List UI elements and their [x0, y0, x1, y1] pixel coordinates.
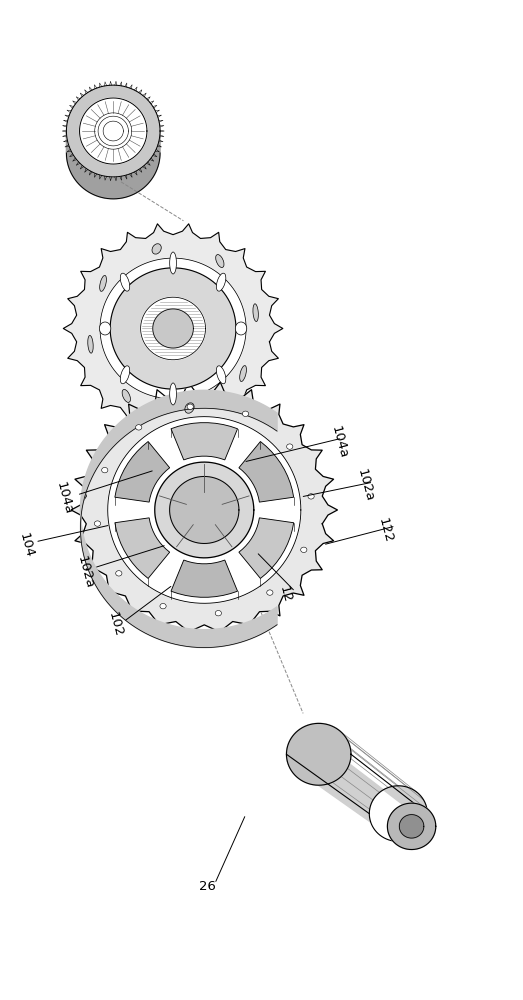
Ellipse shape: [100, 275, 107, 291]
Ellipse shape: [253, 304, 258, 322]
Ellipse shape: [169, 252, 176, 274]
Text: 102a: 102a: [74, 554, 95, 590]
Text: 104a: 104a: [53, 480, 75, 516]
Polygon shape: [171, 423, 237, 460]
Ellipse shape: [122, 389, 130, 402]
Polygon shape: [100, 258, 246, 399]
Text: 102a: 102a: [355, 467, 377, 503]
Polygon shape: [79, 98, 147, 164]
Ellipse shape: [160, 603, 166, 609]
Polygon shape: [66, 85, 160, 177]
Ellipse shape: [301, 547, 307, 553]
Polygon shape: [66, 131, 160, 199]
Polygon shape: [153, 309, 194, 348]
Ellipse shape: [242, 411, 248, 416]
Ellipse shape: [116, 571, 122, 576]
Polygon shape: [287, 723, 351, 785]
Polygon shape: [287, 723, 427, 822]
Text: 104a: 104a: [329, 424, 350, 460]
Polygon shape: [63, 224, 283, 433]
Ellipse shape: [169, 383, 176, 405]
Ellipse shape: [308, 494, 314, 499]
Ellipse shape: [217, 366, 226, 384]
Ellipse shape: [217, 273, 226, 291]
Polygon shape: [110, 268, 236, 389]
Ellipse shape: [101, 467, 108, 473]
Text: 102: 102: [106, 611, 124, 639]
Polygon shape: [115, 518, 169, 578]
Ellipse shape: [187, 404, 194, 409]
Ellipse shape: [120, 366, 130, 384]
Polygon shape: [71, 382, 337, 638]
Ellipse shape: [240, 366, 246, 382]
Polygon shape: [169, 476, 239, 543]
Text: 104: 104: [17, 531, 36, 559]
Ellipse shape: [120, 273, 130, 291]
Text: 26: 26: [199, 880, 216, 893]
Polygon shape: [155, 462, 254, 558]
Ellipse shape: [94, 521, 100, 526]
Ellipse shape: [99, 322, 111, 335]
Polygon shape: [400, 815, 424, 838]
Ellipse shape: [235, 322, 247, 335]
Polygon shape: [81, 390, 277, 648]
Polygon shape: [141, 297, 206, 360]
Ellipse shape: [135, 425, 142, 430]
Ellipse shape: [215, 610, 221, 616]
Text: 122: 122: [376, 516, 395, 544]
Ellipse shape: [88, 335, 93, 353]
Polygon shape: [115, 442, 169, 502]
Polygon shape: [388, 803, 436, 850]
Ellipse shape: [287, 444, 293, 449]
Polygon shape: [171, 560, 237, 597]
Ellipse shape: [185, 403, 194, 413]
Ellipse shape: [152, 244, 161, 254]
Text: 12: 12: [277, 585, 294, 605]
Polygon shape: [239, 518, 294, 578]
Polygon shape: [239, 442, 294, 502]
Ellipse shape: [267, 590, 273, 595]
Polygon shape: [108, 417, 301, 603]
Ellipse shape: [215, 255, 224, 268]
